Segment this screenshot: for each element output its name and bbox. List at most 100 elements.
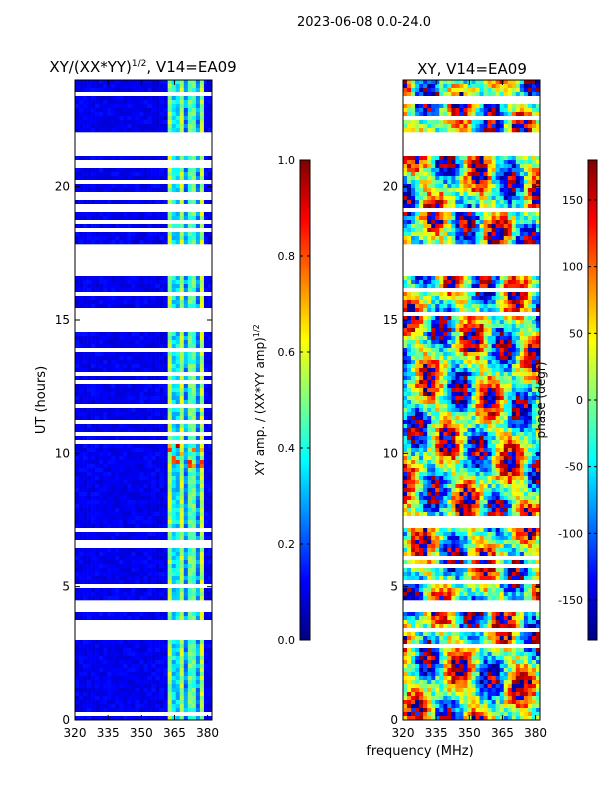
- heatmap-cell: [155, 544, 160, 549]
- heatmap-cell: [171, 660, 177, 665]
- heatmap-cell: [171, 192, 177, 197]
- heatmap-cell: [203, 440, 209, 445]
- heatmap-cell: [175, 452, 181, 457]
- heatmap-cell: [167, 436, 173, 441]
- heatmap-cell: [91, 596, 96, 601]
- heatmap-cell: [143, 300, 148, 305]
- heatmap-cell: [187, 564, 193, 569]
- heatmap-cell: [107, 376, 112, 381]
- heatmap-cell: [127, 288, 132, 293]
- heatmap-cell: [195, 620, 201, 625]
- heatmap-cell: [139, 664, 144, 669]
- heatmap-cell: [451, 84, 456, 89]
- heatmap-cell: [111, 400, 116, 405]
- heatmap-cell: [99, 416, 104, 421]
- heatmap-cell: [79, 416, 84, 421]
- heatmap-cell: [159, 356, 164, 361]
- heatmap-cell: [115, 484, 120, 489]
- heatmap-cell: [199, 596, 205, 601]
- heatmap-cell: [155, 392, 160, 397]
- heatmap-cell: [139, 100, 144, 105]
- heatmap-cell: [123, 684, 128, 689]
- heatmap-cell: [91, 196, 96, 201]
- heatmap-cell: [131, 668, 136, 673]
- heatmap-cell: [111, 220, 116, 225]
- heatmap-cell: [103, 456, 108, 461]
- heatmap-cell: [127, 440, 132, 445]
- heatmap-cell: [159, 80, 164, 85]
- heatmap-cell: [131, 228, 136, 233]
- heatmap-cell: [203, 672, 209, 677]
- heatmap-cell: [95, 312, 100, 317]
- heatmap-cell: [75, 312, 80, 317]
- heatmap-cell: [159, 368, 164, 373]
- heatmap-cell: [155, 384, 160, 389]
- heatmap-cell: [127, 184, 132, 189]
- heatmap-cell: [175, 308, 181, 313]
- heatmap-cell: [111, 504, 116, 509]
- heatmap-cell: [115, 416, 120, 421]
- heatmap-cell: [147, 440, 152, 445]
- heatmap-cell: [203, 584, 209, 589]
- heatmap-cell: [135, 340, 140, 345]
- heatmap-cell: [115, 356, 120, 361]
- heatmap-cell: [131, 472, 136, 477]
- heatmap-cell: [183, 312, 189, 317]
- heatmap-cell: [79, 632, 84, 637]
- heatmap-cell: [187, 96, 193, 101]
- heatmap-cell: [143, 484, 148, 489]
- heatmap-cell: [75, 564, 80, 569]
- heatmap-cell: [123, 364, 128, 369]
- heatmap-cell: [151, 680, 156, 685]
- heatmap-cell: [155, 656, 160, 661]
- heatmap-cell: [119, 280, 124, 285]
- heatmap-cell: [203, 564, 209, 569]
- heatmap-cell: [143, 500, 148, 505]
- heatmap-cell: [131, 112, 136, 117]
- heatmap-cell: [155, 712, 160, 717]
- heatmap-cell: [167, 688, 173, 693]
- heatmap-cell: [91, 184, 96, 189]
- heatmap-cell: [139, 500, 144, 505]
- heatmap-cell: [159, 452, 164, 457]
- heatmap-cell: [83, 588, 88, 593]
- heatmap-cell: [451, 80, 456, 85]
- heatmap-cell: [155, 560, 160, 565]
- heatmap-cell: [203, 476, 209, 481]
- heatmap-cell: [159, 544, 164, 549]
- heatmap-cell: [75, 300, 80, 305]
- heatmap-cell: [179, 364, 185, 369]
- heatmap-cell: [99, 408, 104, 413]
- heatmap-cell: [151, 556, 156, 561]
- heatmap-cell: [107, 444, 112, 449]
- heatmap-cell: [143, 668, 148, 673]
- heatmap-cell: [447, 80, 452, 85]
- heatmap-cell: [191, 192, 197, 197]
- heatmap-cell: [91, 180, 96, 185]
- heatmap-cell: [107, 220, 112, 225]
- heatmap-cell: [183, 584, 189, 589]
- heatmap-cell: [203, 688, 209, 693]
- heatmap-cell: [75, 372, 80, 377]
- heatmap-cell: [79, 648, 84, 653]
- heatmap-cell: [203, 364, 209, 369]
- heatmap-cell: [99, 620, 104, 625]
- heatmap-cell: [183, 472, 189, 477]
- heatmap-cell: [119, 324, 124, 329]
- heatmap-cell: [127, 172, 132, 177]
- heatmap-cell: [183, 80, 189, 85]
- heatmap-cell: [151, 524, 156, 529]
- heatmap-cell: [87, 376, 92, 381]
- heatmap-cell: [143, 564, 148, 569]
- heatmap-cell: [163, 412, 168, 417]
- heatmap-cell: [195, 388, 201, 393]
- heatmap-cell: [195, 224, 201, 229]
- heatmap-cell: [111, 584, 116, 589]
- heatmap-cell: [103, 524, 108, 529]
- heatmap-cell: [143, 556, 148, 561]
- heatmap-cell: [167, 160, 173, 165]
- heatmap-cell: [103, 616, 108, 621]
- heatmap-cell: [131, 632, 136, 637]
- heatmap-cell: [183, 564, 189, 569]
- heatmap-cell: [183, 308, 189, 313]
